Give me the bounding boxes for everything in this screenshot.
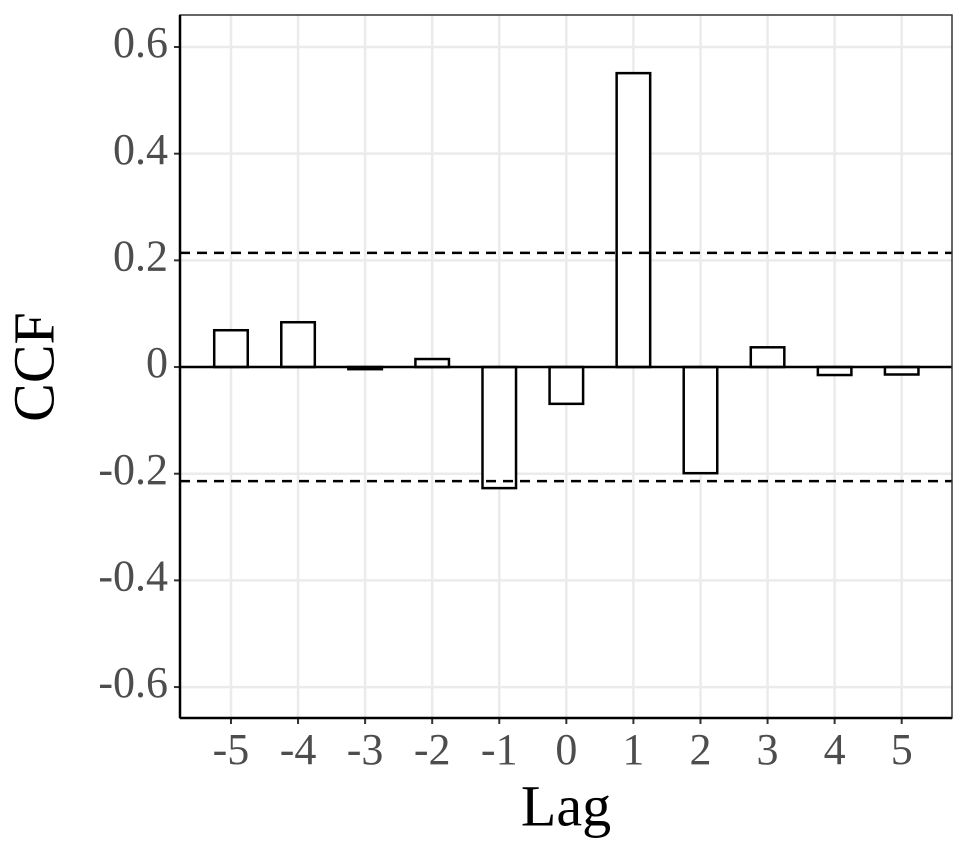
y-tick-label: -0.6 [98, 658, 168, 707]
x-tick-label: -3 [347, 725, 384, 774]
x-tick-label: 2 [689, 725, 711, 774]
x-tick-label: -5 [213, 725, 250, 774]
y-tick-label: 0.4 [113, 125, 168, 174]
y-tick-label: 0 [146, 338, 168, 387]
bar [749, 346, 786, 369]
y-axis-title: CCF [1, 312, 66, 422]
y-tick-label: -0.2 [98, 445, 168, 494]
bar [481, 365, 518, 490]
x-tick-label: -2 [414, 725, 451, 774]
x-tick-label: 4 [824, 725, 846, 774]
bar [682, 365, 719, 475]
bar [548, 365, 585, 406]
bar [280, 320, 317, 369]
x-tick-label: 3 [757, 725, 779, 774]
x-tick-label: 0 [555, 725, 577, 774]
y-tick-label: 0.2 [113, 231, 168, 280]
bar [615, 71, 652, 369]
y-tick-label: -0.4 [98, 551, 168, 600]
x-tick-label: 1 [622, 725, 644, 774]
x-tick-label: 5 [891, 725, 913, 774]
bar [212, 328, 249, 369]
y-tick-label: 0.6 [113, 18, 168, 67]
x-tick-label: -1 [481, 725, 518, 774]
x-tick-label: -4 [280, 725, 317, 774]
x-axis-title: Lag [521, 773, 611, 838]
